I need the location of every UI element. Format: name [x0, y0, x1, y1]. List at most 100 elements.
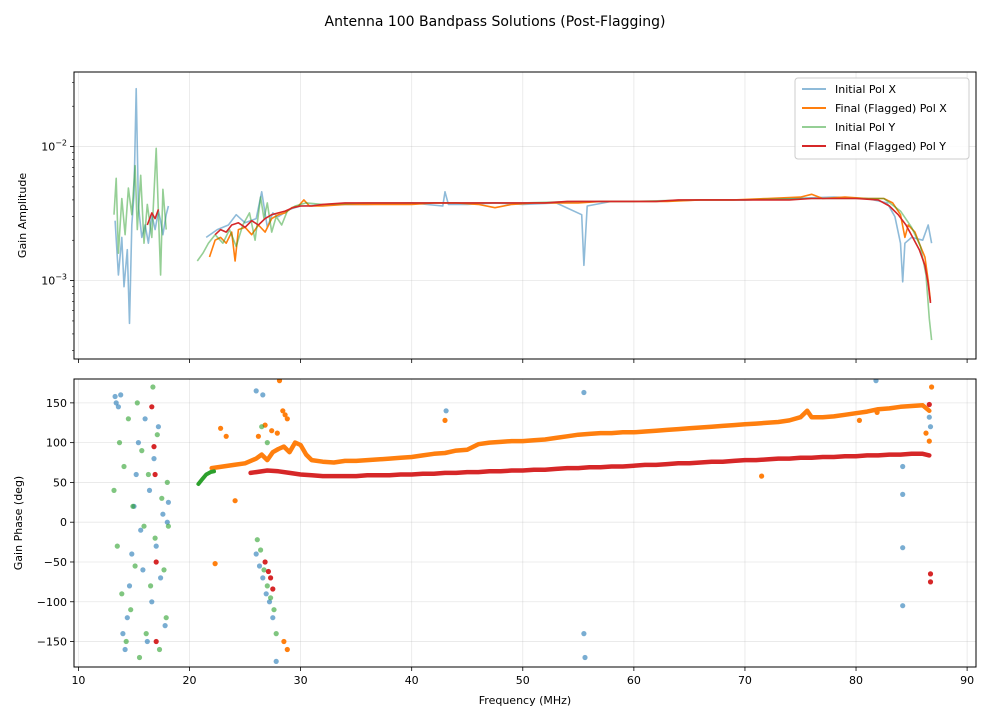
- phase-point: [153, 638, 159, 645]
- legend-box: [794, 77, 970, 160]
- phase-point: [165, 523, 171, 529]
- amp-line-final-y-1: [214, 197, 932, 304]
- phase-point: [141, 523, 147, 529]
- phase-point: [276, 379, 283, 384]
- phase-point: [581, 631, 587, 637]
- phase-point: [162, 623, 168, 629]
- phase-point: [123, 638, 129, 645]
- legend-entry-initial-y: Initial Pol Y: [802, 121, 895, 134]
- phase-point: [112, 393, 118, 400]
- phase-ytick-label--150: −150: [37, 636, 67, 649]
- phase-point: [927, 424, 934, 430]
- phase-point: [264, 583, 270, 589]
- phase-point: [443, 408, 449, 414]
- legend-label-final-y: Final (Flagged) Pol Y: [835, 140, 946, 153]
- phase-point: [581, 389, 587, 396]
- phase-point: [926, 414, 932, 420]
- phase-xtick-label-30: 30: [294, 674, 308, 687]
- phase-point: [113, 400, 119, 406]
- phase-point: [129, 551, 135, 557]
- phase-point: [164, 519, 170, 525]
- phase-point: [929, 384, 935, 390]
- phase-point: [927, 571, 934, 577]
- phase-point: [253, 551, 259, 557]
- phase-point: [163, 615, 169, 621]
- phase-point: [218, 425, 224, 431]
- phase-point: [130, 503, 136, 509]
- phase-point: [256, 563, 263, 569]
- phase-xtick-label-60: 60: [627, 674, 641, 687]
- amp-line-initial-x-0: [114, 87, 170, 325]
- phase-xtick-label-10: 10: [71, 674, 85, 687]
- phase-xtick-label-40: 40: [405, 674, 419, 687]
- phase-point: [151, 456, 157, 462]
- phase-data: [111, 379, 935, 665]
- phase-series-initial-y: [111, 384, 279, 661]
- phase-point: [165, 499, 171, 505]
- phase-ylabel: Gain Phase (deg): [12, 476, 25, 570]
- amp-series-final-x: [208, 193, 932, 302]
- phase-point: [149, 599, 155, 605]
- phase-panel: 10 20 30 40 50 60 70 80 90 −150 −100 −50 0 50 100 150 G…: [12, 378, 977, 707]
- phase-point: [115, 404, 121, 410]
- phase-point: [255, 433, 261, 439]
- phase-point: [135, 440, 141, 446]
- phase-point: [284, 646, 290, 653]
- legend-entry-initial-x: Initial Pol X: [802, 83, 896, 96]
- phase-point: [900, 545, 906, 551]
- phase-point: [900, 463, 906, 470]
- legend-entry-final-x: Final (Flagged) Pol X: [802, 102, 947, 115]
- phase-point: [148, 583, 154, 589]
- phase-point: [133, 471, 139, 478]
- phase-point: [874, 409, 880, 415]
- phase-ytick-label--50: −50: [44, 556, 67, 569]
- phase-point: [266, 599, 273, 605]
- phase-ytick-label-50: 50: [53, 476, 67, 489]
- phase-point: [140, 567, 146, 573]
- phase-point: [160, 511, 166, 517]
- phase-point: [145, 471, 151, 478]
- legend-label-initial-y: Initial Pol Y: [835, 121, 895, 134]
- phase-point: [281, 638, 287, 645]
- phase-point: [900, 491, 906, 497]
- phase-point: [152, 471, 158, 478]
- phase-point: [261, 567, 267, 573]
- phase-point: [139, 448, 145, 454]
- amplitude-data: [113, 87, 933, 341]
- phase-xtick-label-80: 80: [849, 674, 863, 687]
- phase-point: [223, 433, 229, 439]
- amp-line-initial-y-1: [196, 196, 933, 341]
- phase-point: [265, 568, 271, 575]
- amplitude-axes-frame: [73, 71, 977, 360]
- phase-point: [926, 438, 932, 444]
- phase-point: [274, 430, 280, 436]
- phase-point: [900, 603, 906, 609]
- phase-point: [259, 424, 265, 430]
- phase-point: [268, 575, 274, 581]
- phase-point: [164, 479, 170, 485]
- phase-point: [268, 595, 274, 601]
- phase-point: [158, 575, 164, 581]
- phase-point: [270, 586, 276, 592]
- phase-point: [154, 432, 160, 438]
- amplitude-panel: 10−310−2 Gain Amplitude Initial Pol X Fi…: [16, 71, 977, 363]
- phase-point: [264, 440, 270, 446]
- phase-point: [856, 417, 863, 423]
- phase-point: [151, 444, 157, 450]
- phase-series-final-y: [149, 401, 934, 645]
- phase-point: [280, 408, 286, 414]
- phase-point: [161, 567, 167, 573]
- phase-point: [263, 591, 269, 597]
- phase-ytick-label-150: 150: [46, 397, 67, 410]
- legend: Initial Pol X Final (Flagged) Pol X Init…: [794, 77, 970, 160]
- phase-xtick-label-70: 70: [738, 674, 752, 687]
- amplitude-ylabel: Gain Amplitude: [16, 173, 29, 258]
- phase-xtick-label-20: 20: [183, 674, 197, 687]
- phase-point: [262, 559, 268, 565]
- phase-point: [282, 412, 288, 418]
- amp-line-final-x-0: [208, 193, 932, 302]
- phase-point: [258, 547, 264, 553]
- phase-point: [254, 537, 260, 543]
